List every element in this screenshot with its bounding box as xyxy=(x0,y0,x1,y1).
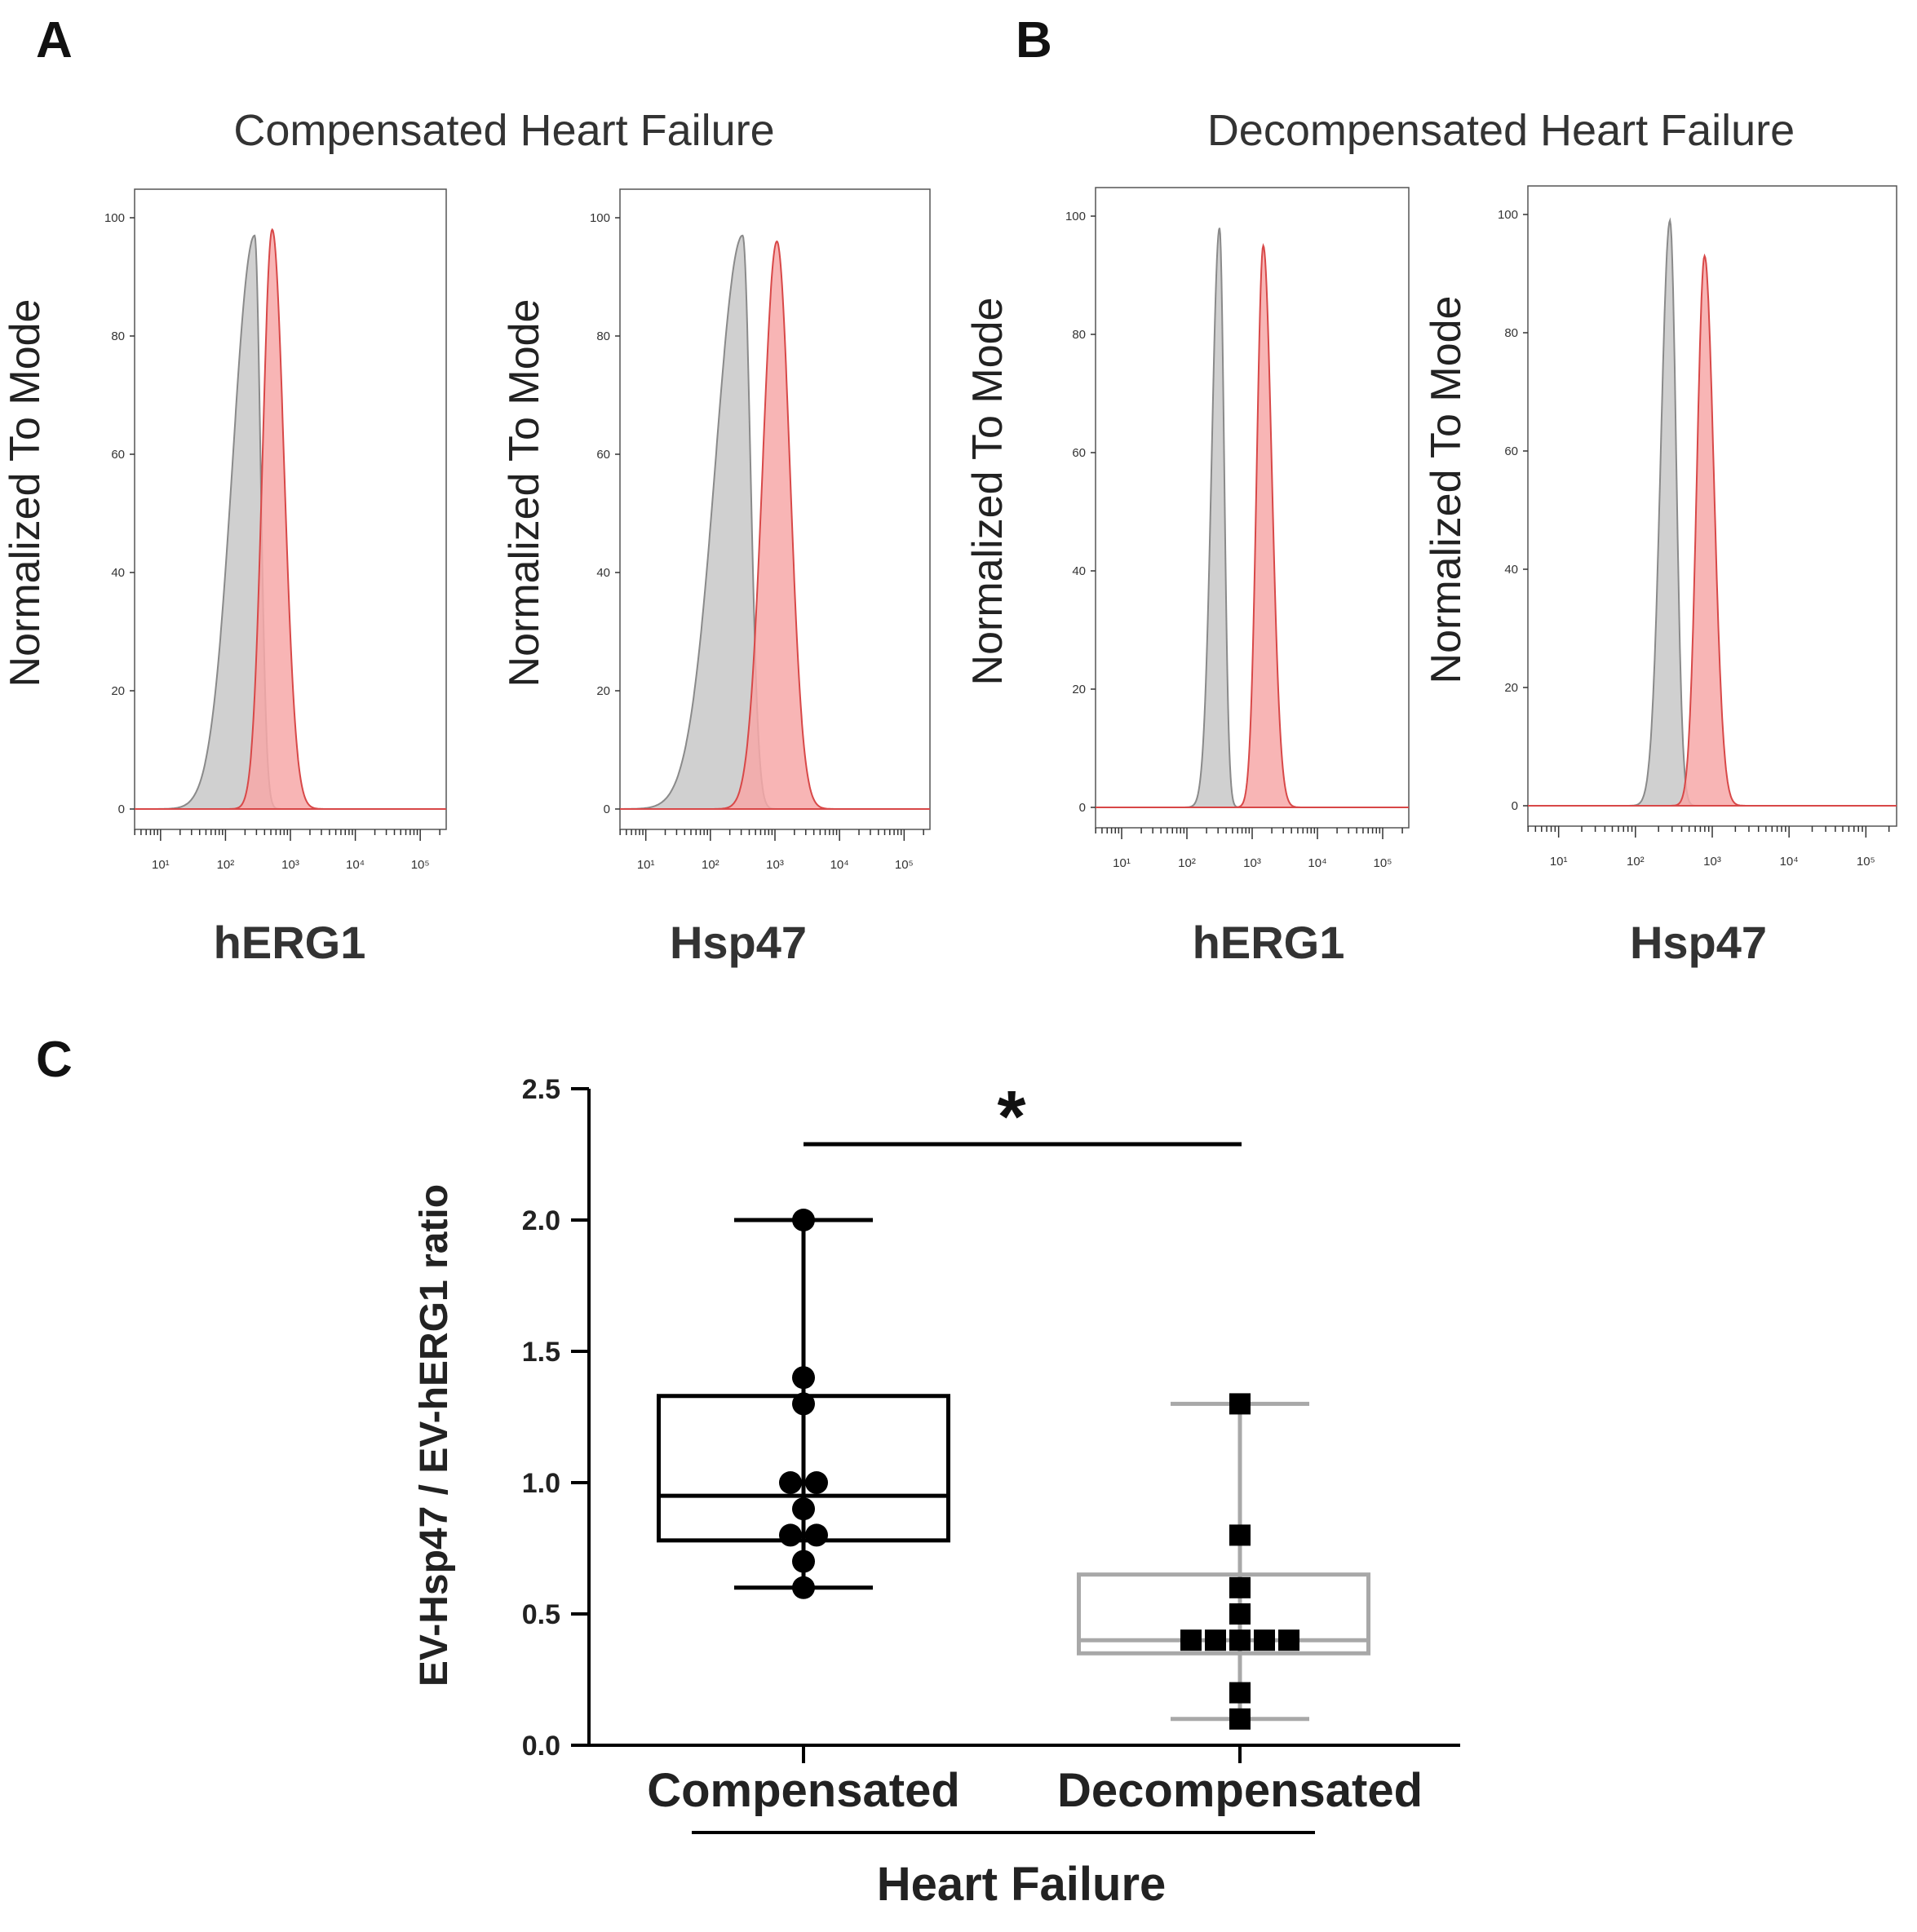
histogram-y-axis-label: Normalized To Mode xyxy=(964,298,1012,686)
y-tick-label: 100 xyxy=(1065,210,1086,223)
histogram-y-axis-label: Normalized To Mode xyxy=(1423,296,1470,684)
y-tick-label: 20 xyxy=(111,684,125,698)
histogram-compensated-herg1: 0 20 40 60 80 100 10¹ 10² 10³ 10⁴ 10⁵ Normalized To… xyxy=(2,188,447,968)
y-tick-label: 0 xyxy=(1512,799,1518,813)
decompensated-data-point xyxy=(1229,1576,1251,1598)
y-tick-label: 40 xyxy=(1072,564,1086,578)
y-tick-label: 0.0 xyxy=(522,1731,560,1762)
x-tick-label: 10³ xyxy=(281,858,299,872)
x-tick-label: 10² xyxy=(702,858,719,872)
compensated-data-point xyxy=(792,1497,815,1521)
y-tick-label: 20 xyxy=(1504,681,1518,695)
y-tick-label: 100 xyxy=(590,211,610,225)
y-tick-label: 60 xyxy=(1072,446,1086,460)
y-tick-label: 80 xyxy=(1504,326,1518,340)
histogram-y-axis-label: Normalized To Mode xyxy=(501,299,548,687)
x-tick-label: 10⁴ xyxy=(1780,855,1799,869)
y-tick-label: 60 xyxy=(111,448,125,462)
decompensated-data-point xyxy=(1229,1603,1251,1625)
x-tick-label: 10² xyxy=(1178,856,1196,870)
x-tick-label: 10⁵ xyxy=(411,858,430,872)
x-tick-label: 10² xyxy=(217,858,235,872)
decompensated-box xyxy=(1077,1572,1370,1656)
decompensated-data-point xyxy=(1205,1629,1226,1651)
x-tick-label: 10⁵ xyxy=(1374,856,1392,870)
category-label-decompensated: Decompensated xyxy=(1057,1764,1423,1817)
compensated-data-point xyxy=(792,1366,815,1390)
histogram-x-axis-label: Hsp47 xyxy=(670,917,807,968)
x-tick-label: 10² xyxy=(1627,855,1645,869)
y-tick-label: 40 xyxy=(1504,563,1518,577)
decompensated-data-point xyxy=(1229,1524,1251,1546)
group-title-compensated: Compensated Heart Failure xyxy=(233,106,774,155)
x-tick-label: 10¹ xyxy=(1550,855,1568,869)
compensated-data-point xyxy=(805,1471,828,1494)
panel-letter-c: C xyxy=(36,1032,73,1088)
group-title-decompensated: Decompensated Heart Failure xyxy=(1207,106,1795,155)
decompensated-data-point xyxy=(1278,1629,1299,1651)
y-tick-label: 1.0 xyxy=(522,1468,560,1499)
histogram-decompensated-hsp47: 0 20 40 60 80 100 10¹ 10² 10³ 10⁴ 10⁵ Normalized To… xyxy=(1423,185,1897,968)
x-tick-label: 10¹ xyxy=(1113,856,1131,870)
compensated-data-point xyxy=(779,1471,802,1494)
x-tick-label: 10⁵ xyxy=(895,858,914,872)
boxplot-ratio: EV-Hsp47 / EV-hERG1 ratio Heart Failure … xyxy=(413,1074,1460,1911)
x-tick-label: 10¹ xyxy=(152,858,170,872)
compensated-data-point xyxy=(792,1392,815,1416)
boxplot-y-axis-label: EV-Hsp47 / EV-hERG1 ratio xyxy=(413,1184,456,1687)
x-tick-label: 10⁴ xyxy=(830,858,849,872)
compensated-data-point xyxy=(805,1523,828,1547)
decompensated-data-point xyxy=(1229,1682,1251,1704)
y-tick-label: 40 xyxy=(111,566,125,580)
histogram-x-axis-label: hERG1 xyxy=(1193,917,1345,968)
histogram-compensated-hsp47: 0 20 40 60 80 100 10¹ 10² 10³ 10⁴ 10⁵ Normalized To… xyxy=(501,188,931,968)
y-tick-label: 80 xyxy=(596,329,610,343)
histogram-y-axis-label: Normalized To Mode xyxy=(2,299,49,687)
y-tick-label: 80 xyxy=(1072,328,1086,342)
decompensated-data-point xyxy=(1229,1629,1251,1651)
stain-histogram-curve xyxy=(135,228,446,810)
decompensated-data-point xyxy=(1180,1629,1202,1651)
x-tick-label: 10¹ xyxy=(637,858,655,872)
y-tick-label: 40 xyxy=(596,566,610,580)
stain-histogram-curve xyxy=(620,240,930,810)
y-tick-label: 0 xyxy=(604,802,610,816)
decompensated-data-point xyxy=(1229,1708,1251,1730)
histogram-x-axis-label: Hsp47 xyxy=(1630,917,1767,968)
y-tick-label: 80 xyxy=(111,329,125,343)
x-tick-label: 10⁵ xyxy=(1857,855,1875,869)
x-tick-label: 10⁴ xyxy=(1308,856,1326,870)
y-tick-label: 60 xyxy=(596,448,610,462)
x-tick-label: 10³ xyxy=(1243,856,1261,870)
y-tick-label: 0 xyxy=(1079,801,1086,815)
category-label-compensated: Compensated xyxy=(647,1764,960,1817)
y-tick-label: 0 xyxy=(118,802,125,816)
histogram-decompensated-herg1: 0 20 40 60 80 100 10¹ 10² 10³ 10⁴ 10⁵ Normalized To… xyxy=(964,187,1410,968)
x-tick-label: 10⁴ xyxy=(346,858,365,872)
y-tick-label: 1.5 xyxy=(522,1337,560,1368)
compensated-data-point xyxy=(792,1576,815,1599)
stain-histogram-curve xyxy=(1096,242,1409,808)
y-tick-label: 100 xyxy=(1498,208,1518,222)
y-tick-label: 60 xyxy=(1504,444,1518,458)
compensated-data-point xyxy=(792,1209,815,1231)
x-tick-label: 10³ xyxy=(766,858,784,872)
y-tick-label: 2.5 xyxy=(522,1074,560,1105)
compensated-data-point xyxy=(792,1550,815,1573)
y-tick-label: 0.5 xyxy=(522,1599,560,1630)
stain-histogram-curve xyxy=(1528,253,1897,807)
compensated-data-point xyxy=(779,1523,802,1547)
panel-letter-a: A xyxy=(36,12,73,69)
decompensated-data-point xyxy=(1254,1629,1275,1651)
boxplot-x-axis-label: Heart Failure xyxy=(877,1858,1167,1911)
y-tick-label: 100 xyxy=(104,211,125,225)
histogram-x-axis-label: hERG1 xyxy=(214,917,366,968)
y-tick-label: 2.0 xyxy=(522,1205,560,1236)
y-tick-label: 20 xyxy=(1072,683,1086,696)
y-tick-label: 20 xyxy=(596,684,610,698)
x-tick-label: 10³ xyxy=(1703,855,1721,869)
decompensated-data-point xyxy=(1229,1393,1251,1415)
panel-letter-b: B xyxy=(1016,12,1052,69)
